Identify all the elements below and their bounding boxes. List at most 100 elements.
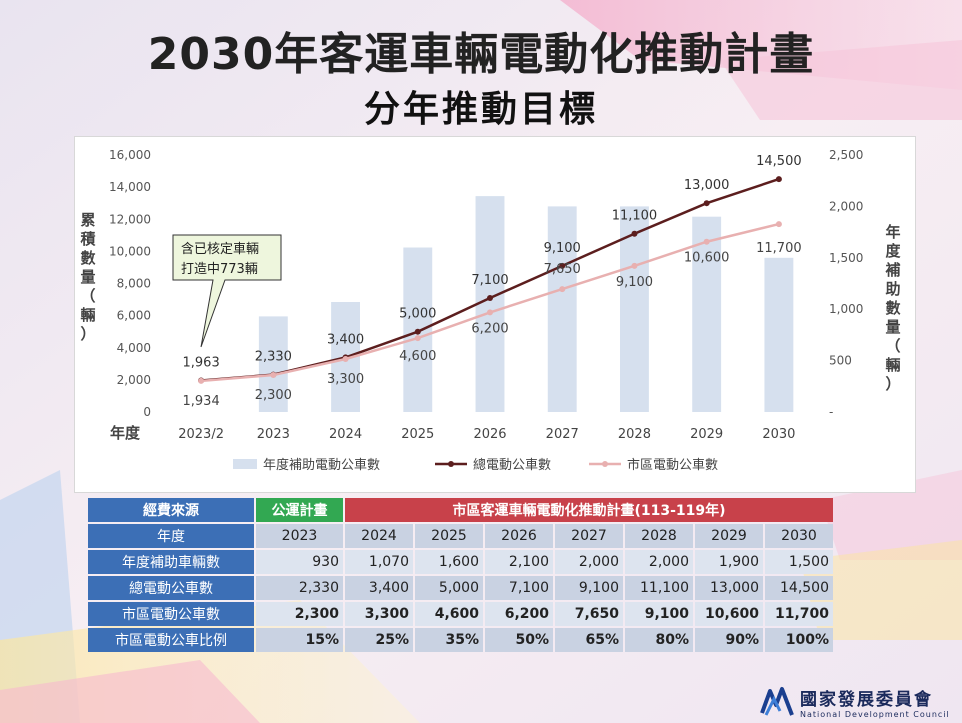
table-cell: 5,000 xyxy=(415,576,483,600)
table-cell: 4,600 xyxy=(415,602,483,626)
bar-annual-subsidy xyxy=(547,206,577,412)
label-city-buses: 3,300 xyxy=(327,372,364,387)
label-total-buses: 2,330 xyxy=(255,350,292,365)
right-axis-tick: 2,000 xyxy=(829,199,863,213)
table-cell: 2024 xyxy=(345,524,413,548)
right-axis-tick: 1,500 xyxy=(829,251,863,265)
page-subtitle: 分年推動目標 xyxy=(363,89,598,130)
label-city-buses: 7,650 xyxy=(544,262,581,277)
x-axis-tick: 2029 xyxy=(690,427,723,442)
bar-annual-subsidy xyxy=(258,316,288,412)
table-cell: 2030 xyxy=(765,524,833,548)
callout-line-2: 打造中773輛 xyxy=(181,262,258,277)
table-cell: 50% xyxy=(485,628,553,652)
label-city-buses: 4,600 xyxy=(399,349,436,364)
table-cell: 2,000 xyxy=(625,550,693,574)
right-axis-tick: 1,000 xyxy=(829,302,863,316)
table-cell: 1,070 xyxy=(345,550,413,574)
point-total-buses xyxy=(631,230,638,237)
x-axis-tick: 2025 xyxy=(401,427,434,442)
row-label: 年度 xyxy=(88,524,254,548)
label-total-buses: 14,500 xyxy=(756,154,802,169)
label-total-buses: 7,100 xyxy=(471,273,508,288)
x-axis-tick: 2027 xyxy=(546,427,579,442)
table-cell: 10,600 xyxy=(695,602,763,626)
left-axis-tick: 4,000 xyxy=(117,341,151,355)
right-axis-tick: - xyxy=(829,405,833,419)
bar-annual-subsidy xyxy=(764,257,794,412)
table-cell: 15% xyxy=(256,628,343,652)
table-cell: 100% xyxy=(765,628,833,652)
table-cell: 7,100 xyxy=(485,576,553,600)
table-row: 市區電動公車比例 15% 25% 35% 50% 65% 80% 90% 100% xyxy=(88,628,833,652)
table-cell: 13,000 xyxy=(695,576,763,600)
table-cell: 6,200 xyxy=(485,602,553,626)
legend-label-city: 市區電動公車數 xyxy=(627,457,718,473)
x-axis-tick: 2028 xyxy=(618,427,651,442)
table-cell: 2025 xyxy=(415,524,483,548)
row-label: 市區電動公車數 xyxy=(88,602,254,626)
row-label: 市區電動公車比例 xyxy=(88,628,254,652)
table-row: 總電動公車數 2,330 3,400 5,000 7,100 9,100 11,100 13,… xyxy=(88,576,833,600)
logo-name-zh: 國家發展委員會 xyxy=(800,690,933,710)
point-total-buses xyxy=(559,262,566,269)
legend-swatch-bar xyxy=(233,459,257,469)
left-axis-tick: 16,000 xyxy=(109,148,151,162)
x-axis-tick: 2030 xyxy=(762,427,795,442)
point-city-buses xyxy=(487,309,493,316)
point-city-buses xyxy=(703,238,710,245)
table-row: 市區電動公車數 2,300 3,300 4,600 6,200 7,650 9,100 10,… xyxy=(88,602,833,626)
callout-box xyxy=(172,234,282,348)
point-city-buses xyxy=(414,335,421,342)
program-green-header: 公運計畫 xyxy=(256,498,343,522)
label-city-buses: 11,700 xyxy=(756,241,802,256)
bar-annual-subsidy xyxy=(692,216,722,412)
table-cell: 2,300 xyxy=(256,602,343,626)
left-axis-tick: 0 xyxy=(143,405,151,419)
table-header-row: 經費來源 公運計畫 市區客運車輛電動化推動計畫(113-119年) xyxy=(88,498,833,522)
bar-annual-subsidy xyxy=(620,206,649,412)
point-city-buses xyxy=(270,372,277,379)
point-city-buses xyxy=(342,355,349,362)
table-cell: 2,330 xyxy=(256,576,343,600)
table-cell: 2029 xyxy=(695,524,763,548)
row-label: 總電動公車數 xyxy=(88,576,254,600)
label-total-buses: 9,100 xyxy=(544,241,581,256)
callout-line-1: 含已核定車輛 xyxy=(181,241,259,257)
table-cell: 35% xyxy=(415,628,483,652)
left-axis-label: 累積數量（輛） xyxy=(79,211,96,343)
table-cell: 14,500 xyxy=(765,576,833,600)
point-total-buses xyxy=(703,200,710,207)
right-axis-tick: 500 xyxy=(829,354,852,368)
table-cell: 930 xyxy=(256,550,343,574)
table-cell: 1,600 xyxy=(415,550,483,574)
logo-name-en: National Development Council xyxy=(800,710,950,719)
label-city-buses: 10,600 xyxy=(684,251,730,266)
table-cell: 11,700 xyxy=(765,602,833,626)
label-total-buses: 13,000 xyxy=(684,178,730,193)
label-city-buses: 2,300 xyxy=(255,388,292,403)
legend-label-bar: 年度補助電動公車數 xyxy=(263,457,380,473)
table-cell: 3,300 xyxy=(345,602,413,626)
label-city-buses: 1,934 xyxy=(183,394,220,409)
table-cell: 2,100 xyxy=(485,550,553,574)
chart-container: 0 2,000 4,000 6,000 8,000 10,000 12,000 14,000 1… xyxy=(74,136,916,493)
table-cell: 2026 xyxy=(485,524,553,548)
table-cell: 2027 xyxy=(555,524,623,548)
point-city-buses xyxy=(198,377,205,384)
left-axis-tick: 8,000 xyxy=(117,277,151,291)
row-label: 年度補助車輛數 xyxy=(88,550,254,574)
right-axis-label: 年度補助數量（輛） xyxy=(884,223,901,393)
x-axis-tick: 2026 xyxy=(473,427,506,442)
ndc-logo: 國家發展委員會 National Development Council xyxy=(760,685,950,719)
label-city-buses: 9,100 xyxy=(616,275,653,290)
point-city-buses xyxy=(559,286,566,293)
left-axis-tick: 12,000 xyxy=(109,212,151,226)
program-red-header: 市區客運車輛電動化推動計畫(113-119年) xyxy=(345,498,833,522)
label-total-buses: 11,100 xyxy=(612,209,658,224)
point-city-buses xyxy=(775,221,782,228)
point-city-buses xyxy=(631,262,638,269)
funding-table: 經費來源 公運計畫 市區客運車輛電動化推動計畫(113-119年) 年度 2023… xyxy=(86,496,835,654)
table-cell: 1,500 xyxy=(765,550,833,574)
table-cell: 11,100 xyxy=(625,576,693,600)
